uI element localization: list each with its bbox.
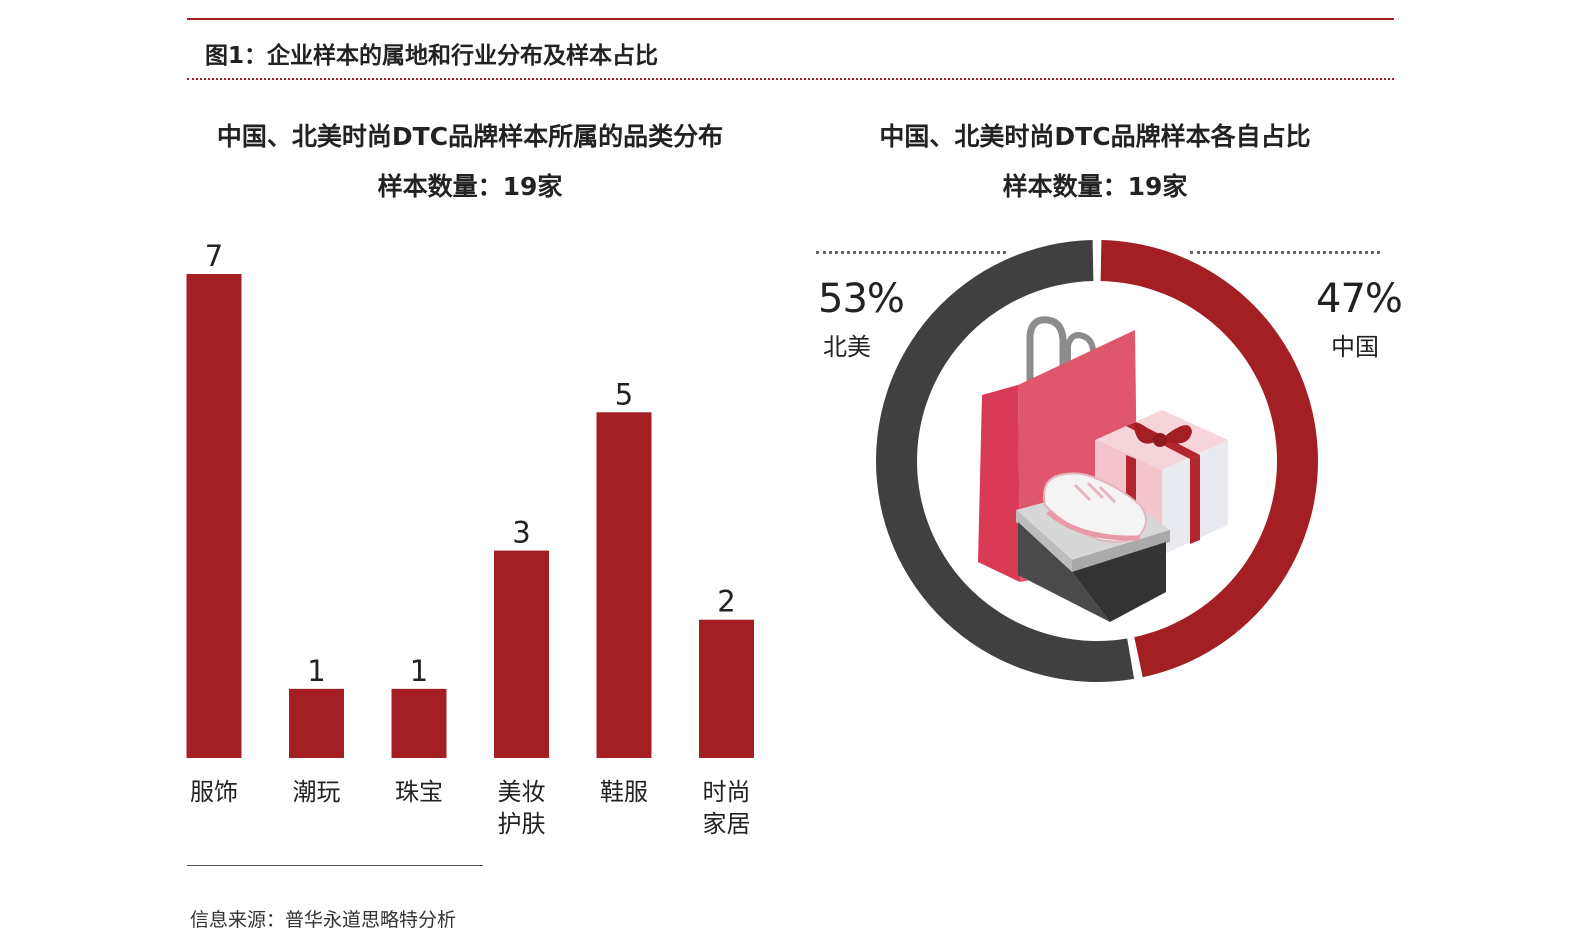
bar-chart-title-block: 中国、北美时尚DTC品牌样本所属的品类分布 样本数量：19家 — [170, 112, 770, 212]
bar-value-label-1: 1 — [307, 654, 325, 688]
bar-value-label-0: 7 — [205, 239, 223, 273]
donut-chart-subtitle: 样本数量：19家 — [1002, 172, 1188, 201]
donut-chart-title: 中国、北美时尚DTC品牌样本各自占比 — [879, 122, 1311, 151]
bar-5 — [699, 619, 754, 758]
category-label-0-0: 服饰 — [190, 778, 238, 806]
top-rule — [187, 18, 1394, 20]
north-america-percent: 53% — [818, 276, 905, 322]
bar-2 — [391, 688, 447, 758]
shopping-illustration-icon — [978, 316, 1228, 622]
category-label-5-1: 家居 — [703, 810, 751, 838]
donut-slice-1 — [876, 240, 1135, 683]
china-percent: 47% — [1316, 276, 1403, 322]
north-america-label: 北美 — [823, 333, 871, 361]
bar-3 — [494, 550, 549, 758]
china-label: 中国 — [1331, 333, 1379, 361]
bar-value-label-4: 5 — [615, 377, 633, 411]
bar-value-label-2: 1 — [410, 654, 428, 688]
category-label-4-0: 鞋服 — [600, 778, 648, 806]
bar-value-label-3: 3 — [512, 516, 530, 550]
category-label-3-1: 护肤 — [498, 810, 546, 838]
bar-chart-subtitle: 样本数量：19家 — [377, 172, 563, 201]
bar-4 — [596, 412, 652, 758]
source-note: 信息来源：普华永道思略特分析 — [190, 909, 457, 931]
figure-title: 图1：企业样本的属地和行业分布及样本占比 — [205, 43, 659, 69]
bar-value-label-5: 2 — [717, 585, 735, 619]
source-rule — [187, 865, 483, 866]
bar-0 — [186, 274, 242, 758]
china-leader-line — [1190, 251, 1380, 254]
dotted-rule — [187, 78, 1394, 80]
north-america-leader-line — [816, 251, 1006, 254]
category-label-5-0: 时尚 — [703, 778, 751, 806]
category-label-2-0: 珠宝 — [395, 778, 443, 806]
bar-1 — [289, 688, 344, 758]
donut-slice-0 — [1100, 240, 1318, 678]
category-label-3-0: 美妆 — [498, 778, 546, 806]
donut-chart-title-block: 中国、北美时尚DTC品牌样本各自占比 样本数量：19家 — [795, 112, 1395, 212]
category-label-1-0: 潮玩 — [293, 778, 341, 806]
bar-chart-title: 中国、北美时尚DTC品牌样本所属的品类分布 — [216, 122, 724, 151]
